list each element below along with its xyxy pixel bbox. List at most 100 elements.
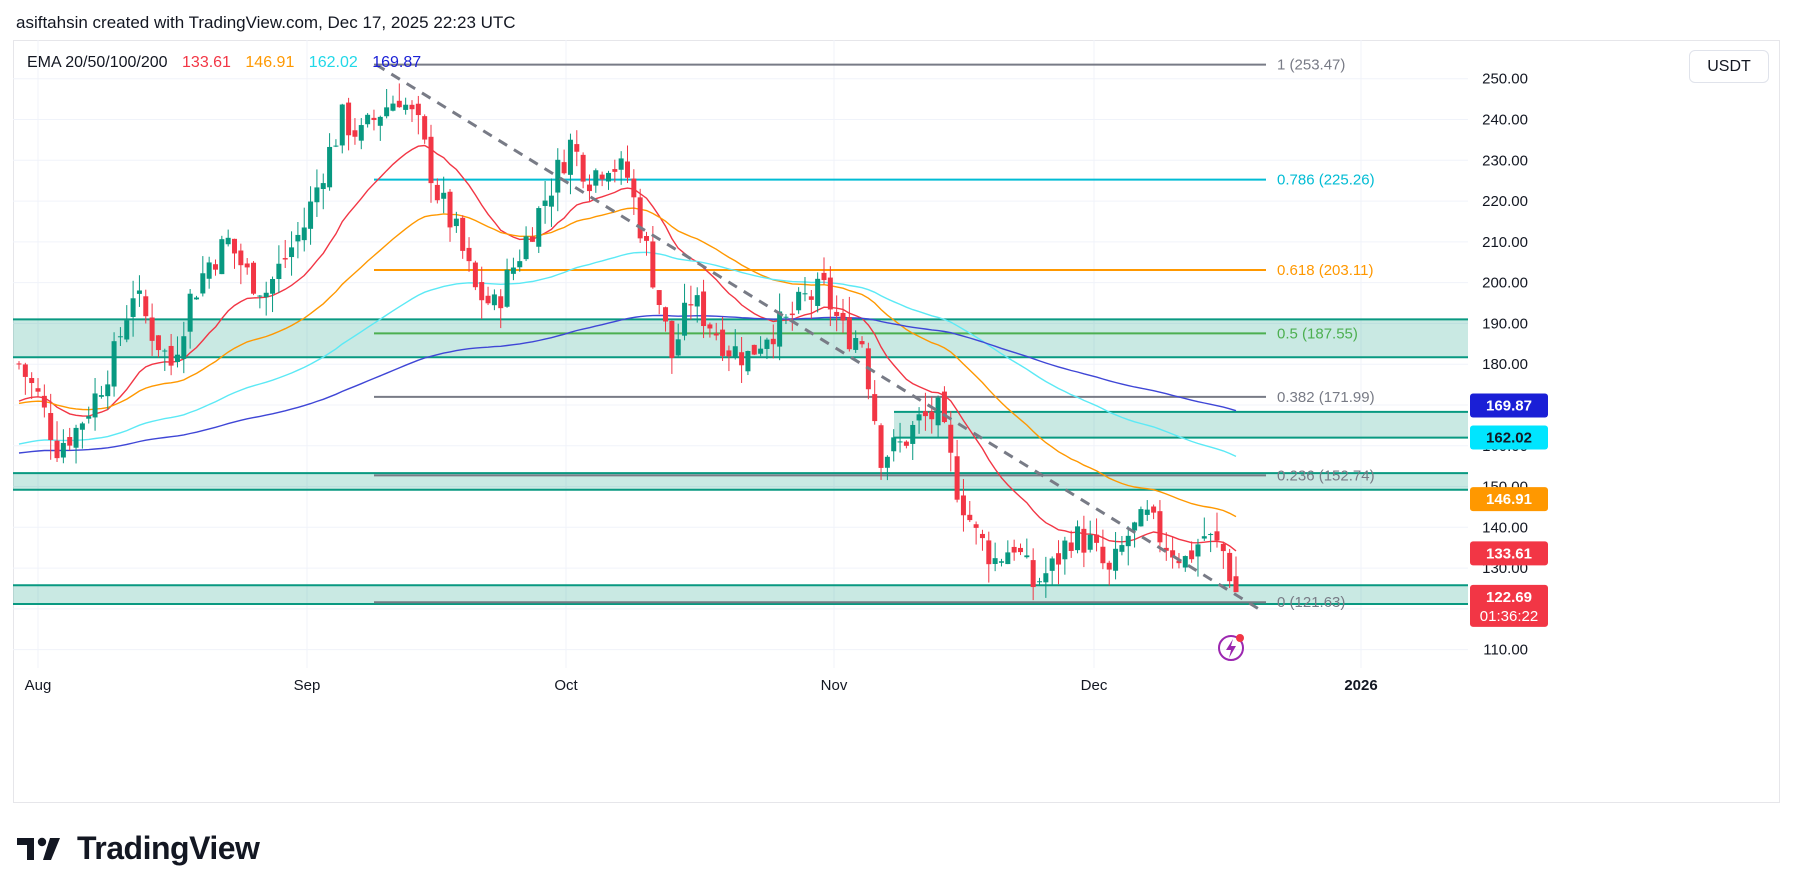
candle-body [447, 191, 453, 228]
candle-body [1043, 573, 1049, 583]
candle-body [694, 295, 700, 307]
candle-body [1049, 558, 1055, 571]
candle-body [41, 395, 47, 408]
candle-body [225, 237, 231, 245]
candle-body [1075, 526, 1081, 551]
candle-body [504, 269, 510, 307]
candle-body [688, 304, 694, 306]
candle-body [916, 414, 922, 421]
candle-body [16, 363, 22, 365]
candle-body [308, 201, 314, 229]
candle-body [986, 540, 992, 565]
candle-body [973, 524, 979, 528]
fib-level-label: 0 (121.63) [1277, 594, 1345, 611]
candle-body [384, 107, 390, 117]
candle-body [802, 293, 808, 295]
candle-body [29, 378, 35, 384]
candle-body [536, 208, 542, 247]
x-tick-label: Sep [294, 677, 321, 694]
price-label-text: 133.61 [1486, 545, 1532, 562]
candle-body [73, 427, 79, 448]
candles [16, 83, 1239, 601]
candle-body [777, 311, 783, 347]
candle-body [22, 364, 28, 377]
candle-body [136, 290, 142, 294]
y-tick-label: 190.00 [1482, 315, 1528, 332]
zone-rect [13, 473, 1468, 490]
downtrend-line [375, 63, 1263, 613]
y-tick-label: 180.00 [1482, 356, 1528, 373]
candle-body [1068, 542, 1074, 551]
candle-body [555, 159, 561, 193]
candle-body [510, 267, 516, 274]
candle-body [124, 320, 130, 340]
candle-body [155, 335, 161, 351]
candle-body [897, 441, 903, 443]
candle-body [162, 350, 168, 352]
candle-body [371, 117, 377, 121]
candle-body [1233, 576, 1239, 593]
candle-body [434, 184, 440, 201]
candle-body [130, 298, 136, 317]
candle-body [770, 338, 776, 345]
candle-body [663, 307, 669, 322]
candle-body [903, 441, 909, 446]
candle-body [707, 324, 713, 329]
candle-body [257, 295, 263, 297]
candle-body [263, 292, 269, 298]
candle-body [98, 395, 104, 397]
currency-button[interactable]: USDT [1689, 50, 1769, 83]
candle-body [187, 293, 193, 332]
price-label-bg [1470, 425, 1548, 450]
candle-body [212, 264, 218, 270]
fibonacci-retracement: 1 (253.47) 0.786 (225.26) 0.618 (203.11) 0.… [374, 57, 1375, 611]
candle-body [872, 394, 878, 422]
candle-body [561, 162, 567, 174]
candle-body [333, 145, 339, 147]
candle-body [567, 139, 573, 175]
candle-body [713, 333, 719, 336]
candle-body [1087, 534, 1093, 550]
candle-body [339, 104, 345, 146]
alert-dot [1236, 634, 1244, 642]
candle-body [656, 290, 662, 306]
candle-body [1081, 528, 1087, 553]
candle-body [644, 236, 650, 241]
candle-body [682, 302, 688, 336]
candle-body [935, 397, 941, 426]
candle-body [1214, 531, 1220, 541]
candle-body [1144, 509, 1150, 515]
fib-level-label: 0.786 (225.26) [1277, 172, 1375, 189]
candle-body [1113, 548, 1119, 571]
ema100-value: 162.02 [308, 54, 358, 71]
ema50-line [18, 207, 1237, 518]
candle-body [1094, 534, 1100, 543]
x-tick-label: Aug [25, 677, 52, 694]
alert-icon [1218, 634, 1244, 661]
candle-body [1208, 534, 1214, 536]
x-tick-label: Nov [821, 677, 848, 694]
price-label-bg [1470, 541, 1548, 566]
candle-body [523, 236, 529, 260]
candle-body [1119, 545, 1125, 552]
candle-body [726, 350, 732, 357]
candle-body [859, 341, 865, 345]
candle-body [1151, 506, 1157, 513]
price-label-text: 122.69 [1486, 589, 1532, 606]
price-label-text: 146.91 [1486, 491, 1532, 508]
candle-body [79, 423, 85, 430]
candle-body [732, 346, 738, 358]
candle-body [422, 116, 428, 140]
candle-body [111, 341, 117, 387]
candle-body [460, 217, 466, 251]
candle-body [574, 144, 580, 152]
candle-body [181, 336, 187, 359]
candle-body [232, 238, 238, 254]
candle-body [618, 158, 624, 170]
candle-body [720, 329, 726, 356]
candle-body [168, 345, 174, 366]
candle-body [320, 183, 326, 190]
candle-body [827, 277, 833, 310]
ema-legend-label: EMA 20/50/100/200 [27, 54, 168, 71]
